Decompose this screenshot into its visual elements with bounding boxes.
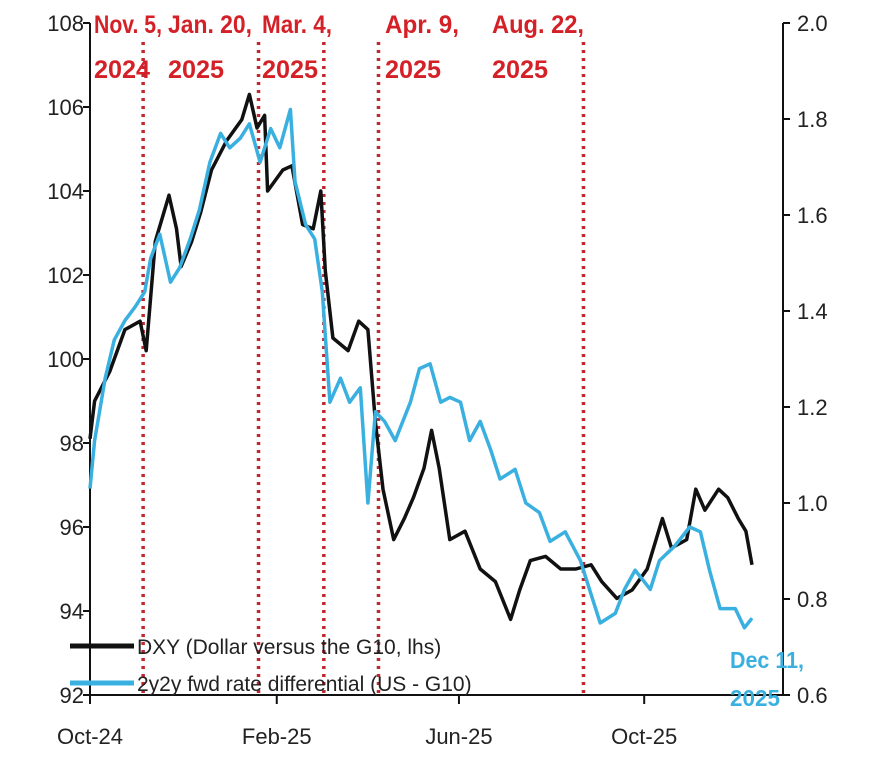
event-label-date: Aug. 22, bbox=[492, 11, 584, 39]
event-label-year: 2025 bbox=[262, 56, 318, 84]
event-label-date: Mar. 4, bbox=[262, 11, 332, 39]
event-label-date: Nov. 5, bbox=[94, 11, 162, 39]
left-tick-label: 104 bbox=[47, 179, 84, 204]
event-label-date: Jan. 20, bbox=[168, 11, 252, 39]
rate-differential-series-line bbox=[88, 107, 754, 630]
left-tick-label: 92 bbox=[60, 683, 84, 708]
right-tick-label: 1.2 bbox=[797, 395, 828, 420]
event-label-year: 2025 bbox=[385, 56, 441, 84]
right-tick-label: 1.8 bbox=[797, 107, 828, 132]
x-tick-label: Feb-25 bbox=[242, 724, 312, 749]
left-tick-label: 108 bbox=[47, 11, 84, 36]
end-date-annotation-year: 2025 bbox=[730, 685, 780, 711]
event-label-year: 2024 bbox=[94, 56, 150, 84]
right-tick-label: 1.0 bbox=[797, 491, 828, 516]
legend-label: DXY (Dollar versus the G10, lhs) bbox=[137, 636, 441, 659]
right-tick-label: 1.4 bbox=[797, 299, 828, 324]
event-label-year: 2025 bbox=[492, 56, 548, 84]
end-date-annotation: Dec 11, bbox=[730, 647, 804, 673]
right-tick-label: 0.6 bbox=[797, 683, 828, 708]
event-label-year: 2025 bbox=[168, 56, 224, 84]
left-tick-label: 98 bbox=[60, 431, 84, 456]
left-tick-label: 106 bbox=[47, 95, 84, 120]
right-tick-label: 2.0 bbox=[797, 11, 828, 36]
x-tick-label: Oct-24 bbox=[57, 724, 123, 749]
x-tick-label: Oct-25 bbox=[611, 724, 677, 749]
right-tick-label: 0.8 bbox=[797, 587, 828, 612]
legend-label: 2y2y fwd rate differential (US - G10) bbox=[137, 673, 472, 696]
left-tick-label: 102 bbox=[47, 263, 84, 288]
left-tick-label: 96 bbox=[60, 515, 84, 540]
left-tick-label: 100 bbox=[47, 347, 84, 372]
event-label-date: Apr. 9, bbox=[385, 11, 459, 39]
right-tick-label: 1.6 bbox=[797, 203, 828, 228]
left-tick-label: 94 bbox=[60, 599, 84, 624]
x-tick-label: Jun-25 bbox=[425, 724, 492, 749]
dxy-series-line bbox=[88, 92, 754, 622]
